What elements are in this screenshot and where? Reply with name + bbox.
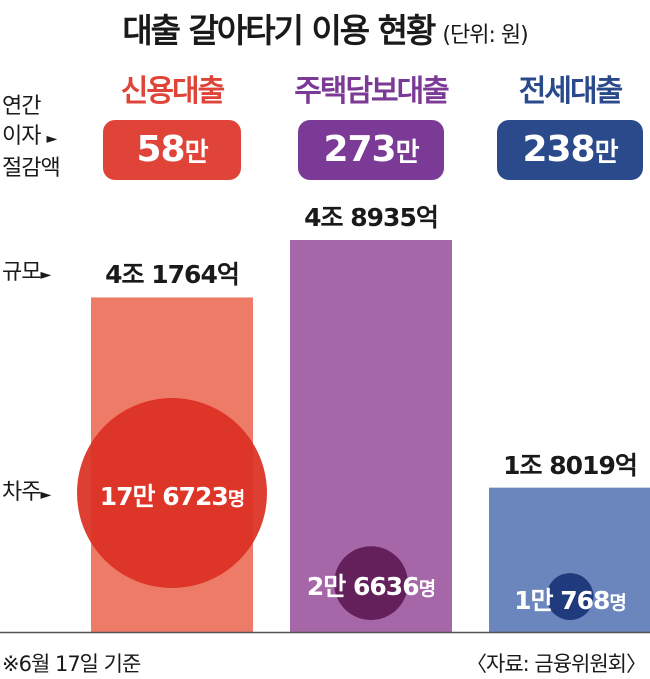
savings-pill-jeonse: 238만 [497,120,643,180]
borrowers-label-credit: 17만 6723명 [42,477,302,513]
borrowers-num-jeonse: 1만 768 [514,585,610,615]
borrowers-num-mortgage: 2만 6636 [306,572,420,602]
borrowers-label-mortgage: 2만 6636명 [241,567,501,603]
borrowers-circle-credit [77,398,267,588]
scale-row-label-text: 규모 [2,260,41,285]
scale-label-jeonse: 1조 8019억 [503,450,638,480]
savings-suffix-credit: 만 [184,138,209,168]
scale-row-label: 규모► [2,258,51,290]
borrowers-row-label: 차주► [2,478,51,510]
borrowers-row-label-text: 차주 [2,480,41,505]
borrowers-circle-jeonse [546,573,594,621]
savings-suffix-mortgage: 만 [395,138,420,168]
scale-label-mortgage: 4조 8935억 [304,203,439,232]
category-credit: 신용대출 [120,74,225,109]
savings-pill-mortgage: 273만 [298,120,444,180]
borrowers-suffix-jeonse: 명 [609,591,627,614]
savings-label-line-3: 절감액 [2,156,61,181]
borrowers-circle-mortgage [334,546,408,620]
savings-label-line-1: 연간 [2,94,41,119]
savings-value-credit: 58 [136,129,185,170]
savings-label-line-2-text: 이자 [2,124,41,149]
footnote: ※6월 17일 기준 [2,652,141,676]
chart-title: 대출 갈아타기 이용 현황 (단위: 원) [0,4,650,52]
savings-pill-credit: 58만 [103,120,241,180]
category-mortgage: 주택담보대출 [294,74,450,109]
borrowers-suffix-credit: 명 [227,488,246,510]
borrowers-num-credit: 17만 6723 [99,482,229,511]
arrow-right-icon: ► [40,487,51,503]
arrow-right-icon: ► [46,131,57,147]
borrowers-label-jeonse: 1만 768명 [440,581,650,617]
scale-label-credit: 4조 1764억 [105,260,240,290]
title-text: 대출 갈아타기 이용 현황 [122,11,436,50]
savings-value-mortgage: 273 [323,129,396,170]
unit-label: (단위: 원) [442,23,528,48]
source: 〈자료: 금융위원회〉 [466,652,647,676]
savings-label-line-2: 이자 ► [2,122,60,154]
category-jeonse: 전세대출 [518,74,623,109]
borrowers-suffix-mortgage: 명 [418,578,437,601]
arrow-right-icon: ► [40,267,51,283]
savings-row-label: 연간 이자 ► 절감액 [2,92,61,184]
savings-suffix-jeonse: 만 [594,138,619,168]
savings-value-jeonse: 238 [522,129,595,170]
